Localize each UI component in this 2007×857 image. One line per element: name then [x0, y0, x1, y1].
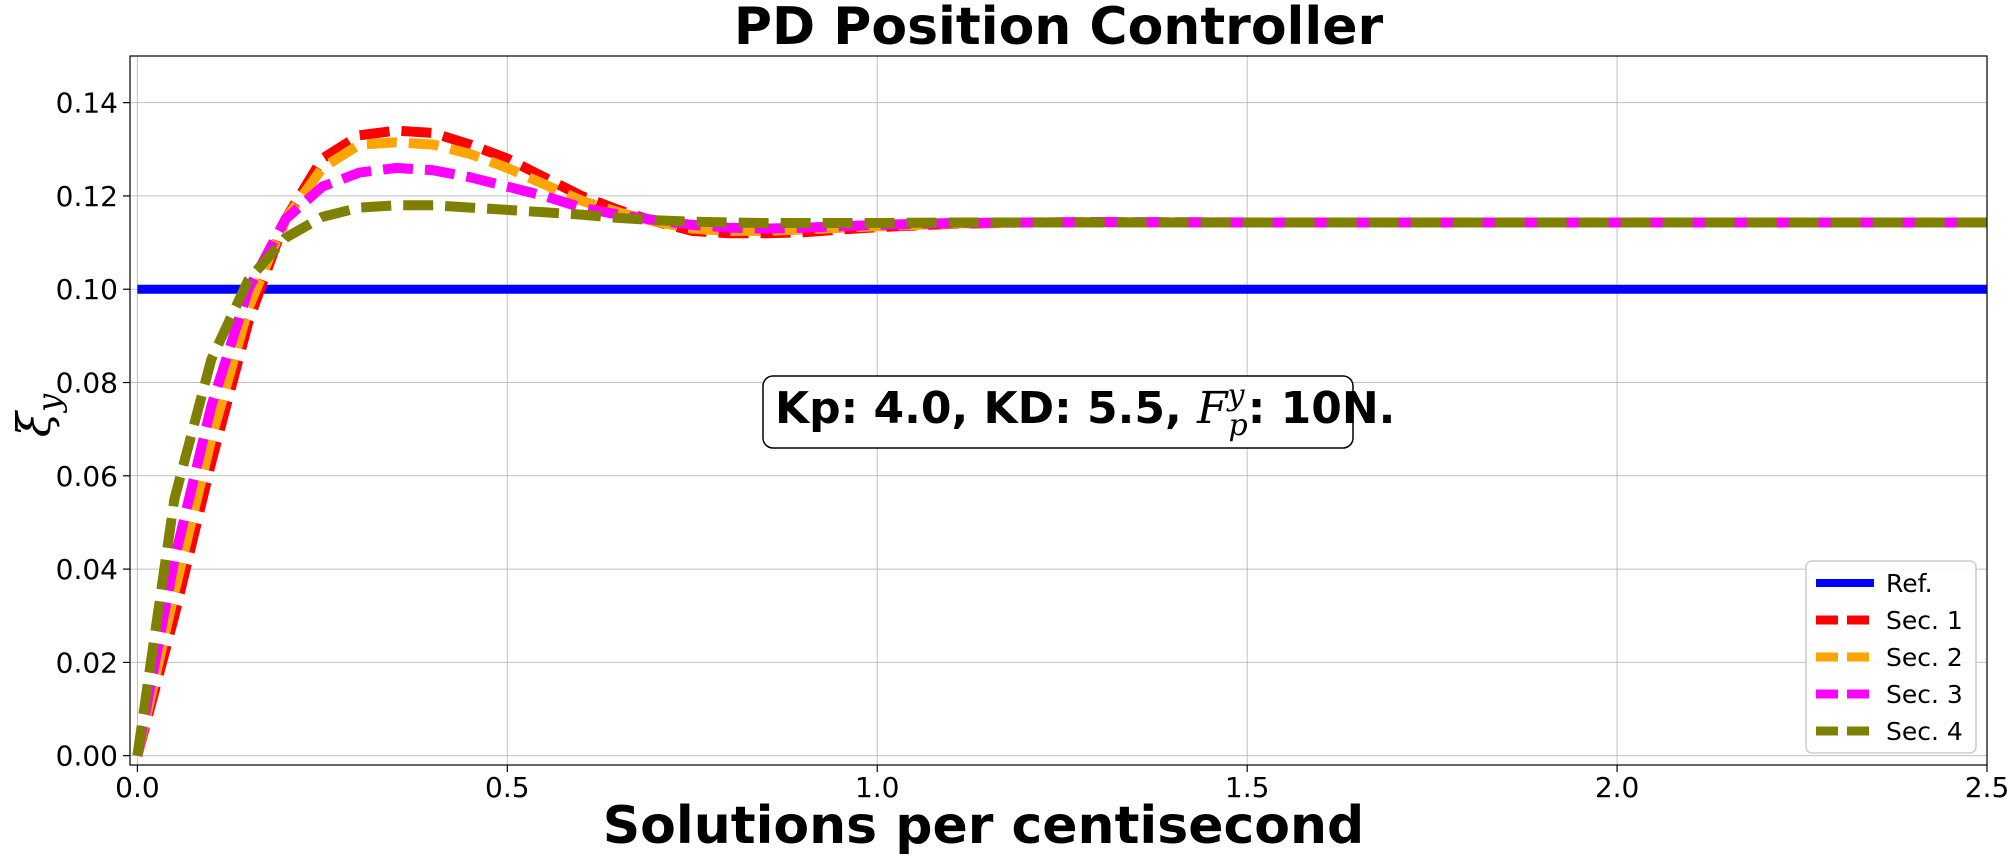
legend-label: Sec. 3 [1886, 680, 1963, 709]
x-tick-label: 0.5 [485, 771, 530, 804]
series-line-sec-3 [132, 162, 1987, 757]
series-lines [132, 125, 1987, 757]
series-line-sec-4 [132, 200, 1987, 757]
legend-box [1805, 560, 1977, 754]
axis-ticks: 0.0 0.5 1.0 1.5 2.0 2.5 0.00 0.02 0.04 0.06 0.08 0.… [56, 87, 2007, 804]
annotation-subscript: p [1228, 408, 1247, 443]
legend-label: Sec. 4 [1886, 717, 1963, 746]
x-axis-label: Solutions per centisecond [603, 796, 1365, 856]
chart-title: PD Position Controller [734, 0, 1384, 57]
annotation-box [762, 375, 1354, 449]
y-tick-label: 0.08 [56, 367, 118, 400]
y-axis-label: ξy [7, 393, 68, 437]
legend-label: Ref. [1886, 569, 1933, 598]
y-tick-label: 0.10 [56, 273, 118, 306]
legend-label: Sec. 1 [1886, 606, 1963, 635]
annotation-symbol: F [1196, 383, 1229, 434]
annotation-text: Kp: 4.0, KD: 5.5, Fy p: 10N. [775, 378, 1395, 443]
y-tick-label: 0.06 [56, 460, 118, 493]
annotation-prefix: Kp: 4.0, KD: 5.5, [775, 383, 1197, 434]
y-tick-label: 0.00 [56, 740, 118, 773]
legend-label: Sec. 2 [1886, 643, 1963, 672]
y-tick-label: 0.12 [56, 180, 118, 213]
x-tick-label: 0.0 [115, 771, 160, 804]
x-tick-label: 1.5 [1225, 771, 1270, 804]
y-axis-label-subscript: y [30, 393, 68, 414]
series-line-sec-2 [132, 137, 1987, 757]
legend: Ref. Sec. 1 Sec. 2 Sec. 3 Sec. 4 [1805, 560, 1977, 754]
annotation-superscript: y [1226, 378, 1246, 413]
y-axis-label-symbol: ξ [7, 409, 61, 437]
y-tick-label: 0.14 [56, 87, 118, 120]
y-tick-label: 0.02 [56, 646, 118, 679]
plot-frame [129, 55, 1988, 766]
x-tick-label: 1.0 [855, 771, 900, 804]
parameter-annotation: Kp: 4.0, KD: 5.5, Fy p: 10N. [762, 375, 1395, 449]
y-tick-label: 0.04 [56, 553, 118, 586]
x-tick-label: 2.5 [1965, 771, 2007, 804]
annotation-suffix: : 10N. [1248, 383, 1396, 434]
x-tick-label: 2.0 [1595, 771, 1640, 804]
